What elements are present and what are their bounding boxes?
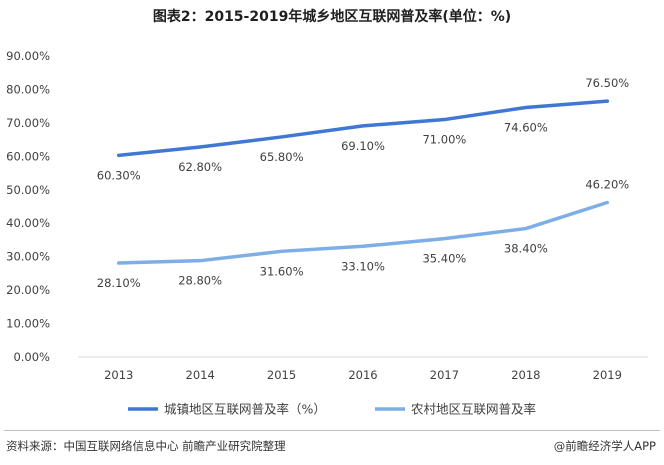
- series-line-1: [116, 99, 610, 158]
- x-tick-label: 2016: [348, 368, 377, 382]
- y-tick-label: 90.00%: [6, 49, 50, 63]
- legend-label-2: 农村地区互联网普及率: [411, 402, 536, 417]
- data-label: 38.40%: [504, 242, 548, 256]
- y-tick-label: 40.00%: [6, 216, 50, 230]
- y-tick-label: 10.00%: [6, 317, 50, 331]
- source-note: 资料来源：中国互联网络信息中心 前瞻产业研究院整理: [6, 439, 286, 453]
- data-label: 69.10%: [341, 139, 385, 153]
- x-tick-label: 2017: [430, 368, 459, 382]
- data-label: 76.50%: [585, 76, 629, 90]
- data-label: 60.30%: [97, 168, 141, 182]
- data-label: 33.10%: [341, 259, 385, 273]
- y-tick-label: 80.00%: [6, 82, 50, 96]
- y-tick-label: 0.00%: [13, 350, 50, 364]
- footer-divider: [4, 430, 660, 431]
- x-tick-label: 2014: [186, 368, 215, 382]
- y-tick-label: 60.00%: [6, 149, 50, 163]
- chart-title: 图表2：2015-2019年城乡地区互联网普及率(单位：%): [152, 9, 512, 25]
- x-tick-label: 2019: [593, 368, 622, 382]
- legend: 城镇地区互联网普及率（%） 农村地区互联网普及率: [128, 402, 536, 417]
- data-label: 46.20%: [585, 177, 629, 191]
- y-axis: 0.00% 10.00% 20.00% 30.00% 40.00% 50.00% 60.00…: [6, 49, 50, 364]
- y-tick-label: 70.00%: [6, 116, 50, 130]
- data-label: 74.60%: [504, 121, 548, 135]
- data-label: 31.60%: [260, 264, 304, 278]
- data-labels: 60.30% 62.80% 65.80% 69.10% 71.00% 74.60% 76.5…: [97, 76, 629, 290]
- data-label: 65.80%: [260, 150, 304, 164]
- data-label: 71.00%: [422, 133, 466, 147]
- line-chart: 0.00% 10.00% 20.00% 30.00% 40.00% 50.00% 60.00…: [6, 49, 648, 417]
- data-label: 28.80%: [178, 274, 222, 288]
- x-tick-label: 2013: [104, 368, 133, 382]
- x-tick-label: 2018: [511, 368, 540, 382]
- data-label: 28.10%: [97, 276, 141, 290]
- x-tick-label: 2015: [267, 368, 296, 382]
- y-tick-label: 30.00%: [6, 250, 50, 264]
- credit-note: @前瞻经济学人APP: [553, 439, 656, 453]
- data-label: 35.40%: [422, 252, 466, 266]
- legend-label-1: 城镇地区互联网普及率（%）: [164, 402, 326, 417]
- x-axis: 2013 2014 2015 2016 2017 2018 2019: [104, 368, 622, 382]
- data-label: 62.80%: [178, 160, 222, 174]
- series-line-2: [116, 200, 610, 265]
- y-tick-label: 50.00%: [6, 183, 50, 197]
- y-tick-label: 20.00%: [6, 283, 50, 297]
- series-lines: [116, 99, 610, 265]
